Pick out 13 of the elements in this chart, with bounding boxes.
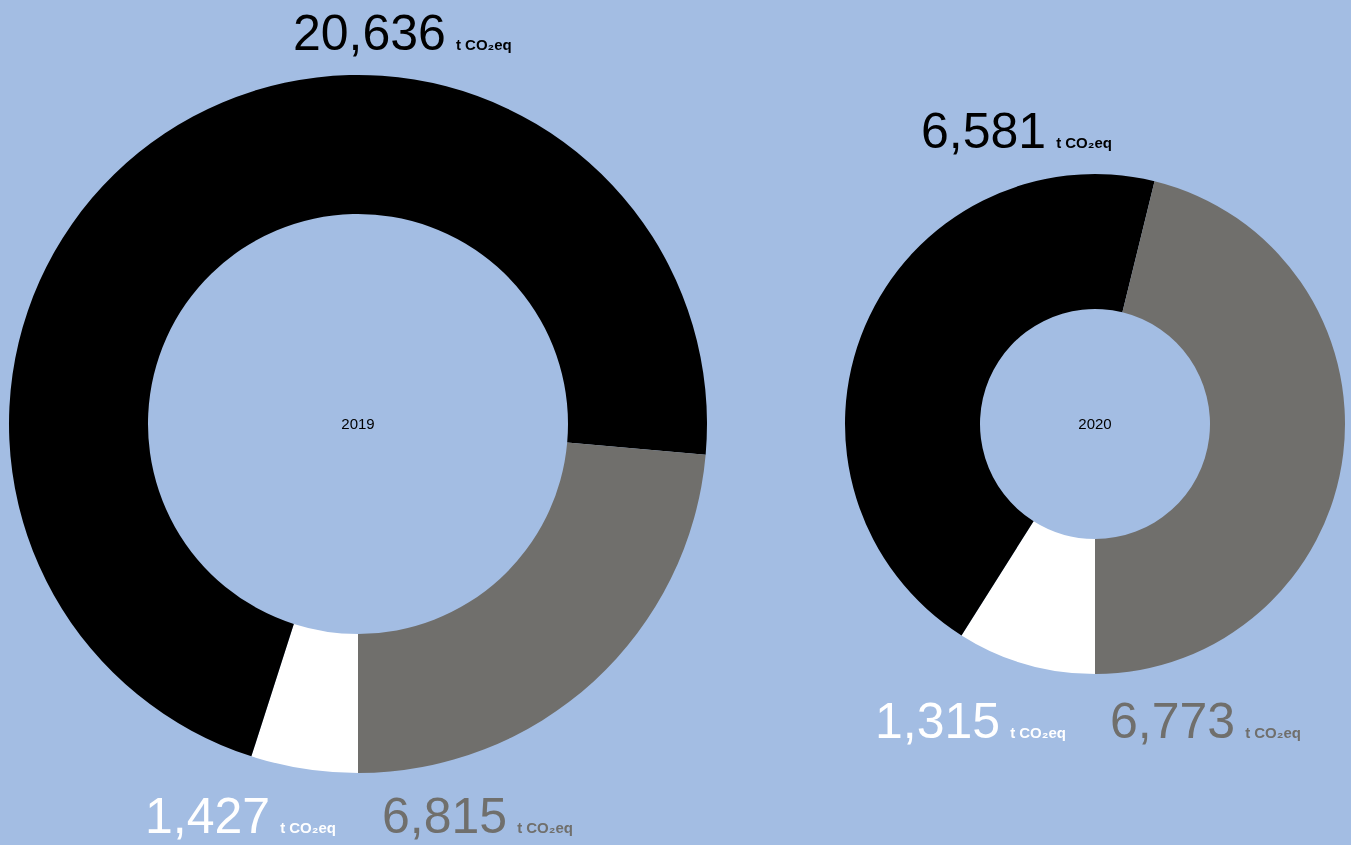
- data-label: 1,315 t CO₂eq: [875, 693, 1066, 749]
- data-label: 20,636 t CO₂eq: [293, 5, 512, 61]
- donut-slice: [251, 623, 358, 773]
- donut-slice: [961, 521, 1095, 674]
- data-label: 6,773 t CO₂eq: [1110, 693, 1301, 749]
- data-label: 6,581 t CO₂eq: [921, 103, 1112, 159]
- donut-slice: [358, 442, 706, 773]
- text: 2019: [341, 415, 375, 433]
- data-label: 6,815 t CO₂eq: [382, 788, 573, 844]
- donut-slice: [9, 75, 707, 757]
- data-label: 1,427 t CO₂eq: [145, 788, 336, 844]
- donut-slice: [845, 174, 1155, 636]
- text: 2020: [1078, 415, 1112, 433]
